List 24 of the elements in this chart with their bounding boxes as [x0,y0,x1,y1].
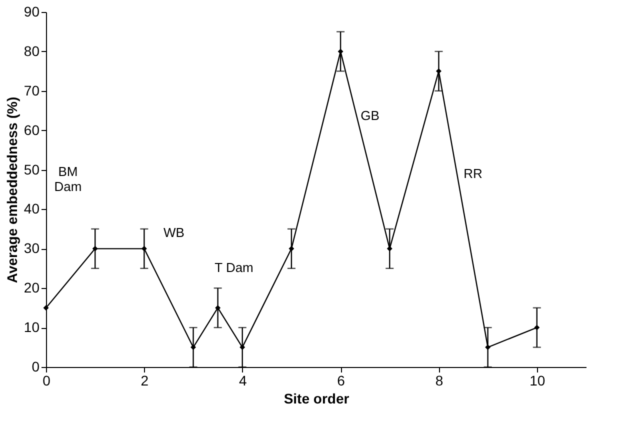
x-tick-label: 6 [337,372,346,388]
y-tick-label: 50 [24,161,40,178]
annotation: GB [360,108,380,123]
y-tick-label: 80 [24,42,40,59]
annotation: RR [464,166,482,181]
y-tick-label: 0 [32,358,40,374]
y-axis-title: Average embeddedness (%) [4,96,20,284]
annotation: BM Dam [54,164,82,194]
x-tick-label: 8 [435,372,444,388]
y-tick-label: 70 [24,82,40,98]
y-tick-label: 90 [24,4,40,20]
annotation: WB [164,225,184,240]
y-tick-label: 20 [24,280,40,296]
x-tick-label: 2 [140,372,149,388]
x-tick-label: 0 [42,372,51,388]
x-tick-label: 10 [530,372,546,388]
y-tick-label: 30 [24,240,40,256]
y-tick-label: 40 [24,200,40,217]
x-axis-title: Site order [284,390,350,406]
annotation: T Dam [214,260,254,275]
y-tick-label: 60 [24,122,40,138]
x-tick-label: 4 [238,372,247,388]
point [43,305,49,311]
y-tick-label: 10 [24,319,40,336]
